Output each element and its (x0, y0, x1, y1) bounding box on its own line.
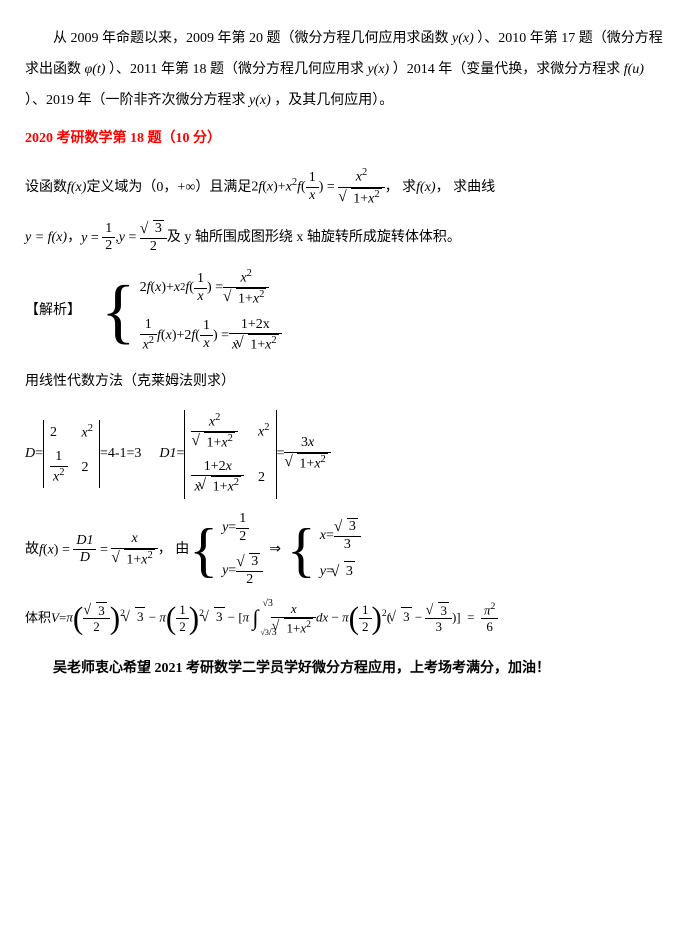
D1-label: D1 (159, 444, 176, 464)
fx-result: f(x) = D1D = x1+x2 (39, 531, 158, 569)
D1-result: 3x 1+x2 (284, 435, 330, 473)
y-eq-fx: y = f(x) (25, 228, 67, 248)
brace-icon: { (189, 520, 218, 580)
brace-icon2: { (287, 520, 316, 580)
d1-a21: 1+2xx1+x2 (191, 459, 244, 497)
y-sqrt3-2: y = 32 (119, 220, 167, 256)
vol-expr: π(32)23 − π(12)23 − [π ∫√3√3/3 x1+x2dx −… (66, 601, 498, 636)
determinant-row: D = 2 x2 1x2 2 =4-1=3 D1 = x21+x2 x2 1+2… (25, 410, 663, 499)
intro-text-1: 从 2009 年命题以来，2009 年第 20 题（微分方程几何应用求函数 (53, 31, 452, 46)
result-row: 故 f(x) = D1D = x1+x2 ， 由 { y = 12 y = 32… (25, 511, 663, 589)
cramer-method-label: 用线性代数方法（克莱姆法则求） (25, 367, 663, 398)
d1-a12: x2 (258, 421, 269, 442)
fn-yx3: y(x) (249, 93, 271, 108)
solution-label: 【解析】 (25, 301, 81, 321)
result-pre: 故 (25, 540, 39, 560)
equation-system: { 2f(x)+x2f(1x) = x21+x2 1x2f(x)+2f(1x) … (101, 268, 282, 355)
main-equation: 2f(x)+x2f(1x) = x2 1+x2 (251, 167, 384, 208)
det-D1: x21+x2 x2 1+2xx1+x2 2 (184, 410, 276, 499)
problem-domain: 定义域为（0，+∞）且满足 (86, 178, 251, 198)
intro-paragraph: 从 2009 年命题以来，2009 年第 20 题（微分方程几何应用求函数 y(… (25, 24, 663, 116)
vol-pre: 体积 (25, 609, 51, 627)
y-bounds: { y = 12 y = 32 (189, 511, 263, 589)
D-value: =4-1=3 (100, 444, 141, 464)
intro-text-6: ，及其几何应用）。 (274, 93, 393, 108)
fn-yx: y(x) (452, 31, 474, 46)
fn-yx2: y(x) (367, 62, 389, 77)
find-curve: ， 求曲线 (436, 178, 496, 198)
fx: f(x) (67, 178, 86, 198)
exam-title: 2020 考研数学第 18 题（10 分） (25, 124, 663, 155)
y-half-b: y = 12 (222, 511, 263, 546)
d1-a22: 2 (258, 468, 269, 488)
fn-phi: φ(t) (85, 62, 106, 77)
fx2: f(x) (416, 178, 435, 198)
intro-text-5: ）、2019 年（一阶非齐次微分方程求 (25, 93, 249, 108)
comma1: ， (67, 228, 81, 248)
eq3: = (277, 444, 285, 464)
y-half: y = 12 (81, 221, 115, 256)
comma-by: ， 由 (158, 540, 190, 560)
d-a11: 2 (50, 423, 67, 443)
volume-row: 体积 V = π(32)23 − π(12)23 − [π ∫√3√3/3 x1… (25, 601, 663, 636)
footer-message: 吴老师衷心希望 2021 考研数学二学员学好微分方程应用，上考场考满分，加油！ (25, 654, 663, 685)
integral-icon: ∫√3√3/3 (252, 603, 258, 634)
line2-end: 及 y 轴所围成图形绕 x 轴旋转所成旋转体体积。 (167, 228, 461, 248)
V: V (51, 609, 59, 627)
problem-statement-line1: 设函数 f(x) 定义域为（0，+∞）且满足 2f(x)+x2f(1x) = x… (25, 167, 663, 208)
arrow: ⇒ (269, 540, 281, 560)
eq2: = (177, 444, 185, 464)
left-brace-icon: { (101, 275, 136, 347)
y-sqrt3: y = 3 (320, 561, 361, 582)
intro-text-4: ）2014 年（变量代换，求微分方程求 (393, 62, 624, 77)
sys-eq2: 1x2f(x)+2f(1x) = 1+2xx1+x2 (140, 317, 282, 355)
d-a22: 2 (82, 458, 93, 478)
solution-system: 【解析】 { 2f(x)+x2f(1x) = x21+x2 1x2f(x)+2f… (25, 268, 663, 355)
d-a12: x2 (82, 422, 93, 443)
d-a21: 1x2 (50, 449, 67, 486)
problem-pre: 设函数 (25, 178, 67, 198)
vol-eq: = (59, 609, 66, 627)
problem-statement-line2: y = f(x) ， y = 12 , y = 32 及 y 轴所围成图形绕 x… (25, 220, 663, 256)
eq1: = (35, 444, 43, 464)
x-sqrt33: x = 33 (320, 518, 361, 554)
d1-a11: x21+x2 (191, 412, 244, 453)
find-fx: ， 求 (385, 178, 417, 198)
det-D: 2 x2 1x2 2 (43, 420, 100, 489)
x-bounds: { x = 33 y = 3 (287, 518, 361, 582)
intro-text-3: ）、2011 年第 18 题（微分方程几何应用求 (109, 62, 367, 77)
sys-eq1: 2f(x)+x2f(1x) = x21+x2 (140, 268, 282, 309)
fn-fu: f(u) (624, 62, 644, 77)
D-label: D (25, 444, 35, 464)
y-sqrt32-b: y = 32 (222, 553, 263, 589)
